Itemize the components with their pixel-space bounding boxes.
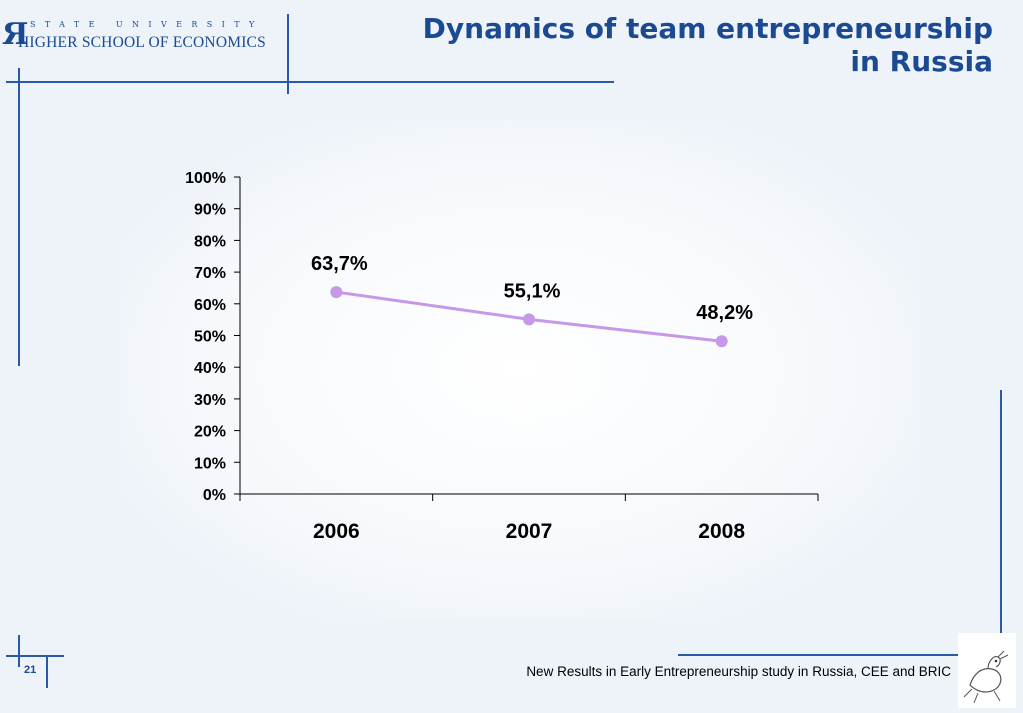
header-divider-line — [6, 81, 614, 83]
y-tick-label: 30% — [194, 392, 226, 409]
title-line-2: in Russia — [850, 45, 993, 78]
x-axis-ticks: 2006 2007 2008 — [239, 494, 819, 543]
logo-bottom-text: HIGHER SCHOOL OF ECONOMICS — [18, 34, 266, 51]
mascot-logo — [958, 633, 1016, 708]
footer-divider-line — [678, 654, 1008, 656]
right-frame-line — [1000, 390, 1002, 634]
page-number-divider — [46, 656, 48, 688]
data-label: 63,7% — [311, 253, 368, 275]
x-category-label: 2008 — [698, 520, 745, 543]
y-tick-label: 90% — [194, 202, 226, 219]
y-tick-label: 100% — [185, 170, 226, 187]
chart-data-labels: 63,7% 55,1% 48,2% — [311, 253, 753, 324]
title-line-1: Dynamics of team entrepreneurship — [422, 12, 993, 45]
chart-series — [330, 286, 728, 348]
hse-logo: Я STATE UNIVERSITY HIGHER SCHOOL OF ECON… — [2, 18, 287, 54]
mascot-sketch-icon — [963, 650, 1009, 704]
chart-axes — [239, 177, 818, 495]
y-axis-ticks: 0% 10% 20% 30% 40% 50% 60% 70% 80% 90% 100% — [185, 170, 240, 504]
footer-left-line — [6, 655, 64, 657]
y-tick-label: 60% — [194, 297, 226, 314]
y-tick-label: 50% — [194, 329, 226, 346]
x-category-label: 2007 — [506, 520, 553, 543]
y-tick-label: 20% — [194, 424, 226, 441]
page-title: Dynamics of team entrepreneurship in Rus… — [373, 12, 993, 78]
logo-top-text: STATE UNIVERSITY — [30, 20, 264, 29]
y-tick-label: 40% — [194, 360, 226, 377]
y-tick-label: 0% — [203, 487, 226, 504]
header-vertical-line — [287, 14, 289, 94]
page-number: 21 — [24, 664, 37, 676]
x-category-label: 2006 — [313, 520, 360, 543]
data-label: 48,2% — [696, 302, 753, 324]
y-tick-label: 10% — [194, 455, 226, 472]
data-point — [715, 335, 728, 348]
y-tick-label: 70% — [194, 265, 226, 282]
data-point — [523, 313, 535, 326]
footer-text: New Results in Early Entrepreneurship st… — [526, 664, 951, 679]
y-tick-label: 80% — [194, 233, 226, 250]
data-label: 55,1% — [504, 280, 561, 302]
chart-background-glow — [120, 120, 920, 620]
data-point — [330, 286, 343, 299]
footer-left-vertical-line — [18, 635, 20, 667]
left-frame-line — [18, 68, 20, 366]
